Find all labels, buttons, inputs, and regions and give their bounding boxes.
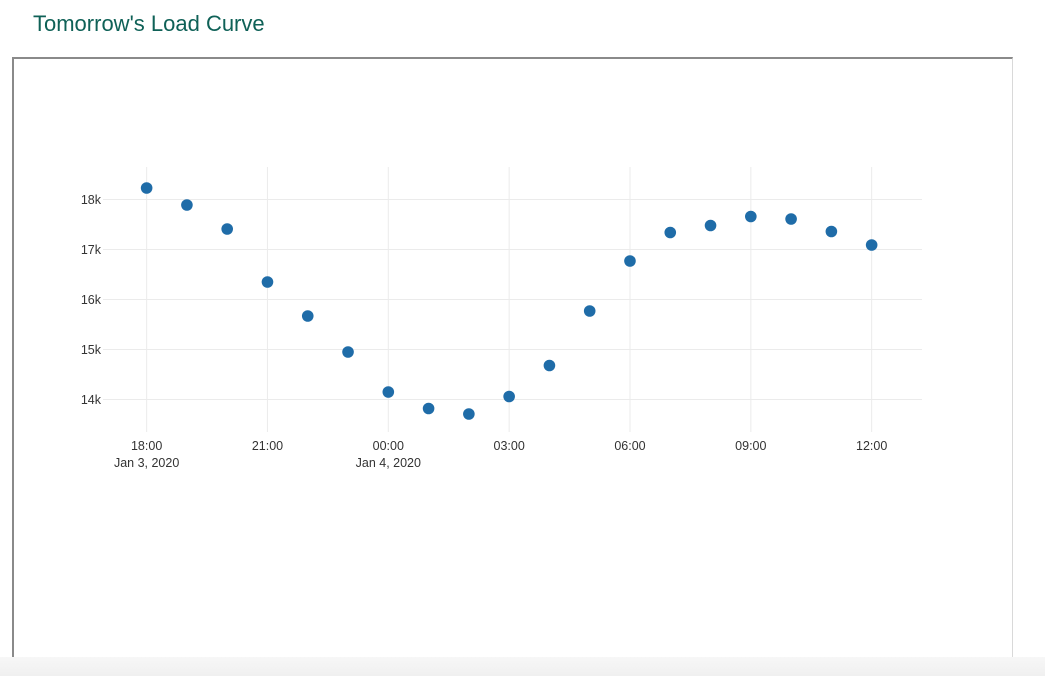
data-point bbox=[785, 213, 797, 225]
page-title: Tomorrow's Load Curve bbox=[33, 11, 265, 36]
y-tick-labels: 14k 15k 16k 17k 18k bbox=[81, 193, 102, 407]
x-tick-label: 21:00 bbox=[252, 439, 283, 453]
data-point bbox=[422, 402, 435, 415]
x-tick-date-label: Jan 4, 2020 bbox=[356, 456, 421, 470]
data-point bbox=[503, 390, 515, 403]
data-point bbox=[463, 408, 475, 420]
y-tick-label: 14k bbox=[81, 393, 102, 407]
y-tick-label: 17k bbox=[81, 243, 102, 257]
data-point bbox=[342, 346, 354, 358]
data-point bbox=[825, 225, 838, 238]
data-points bbox=[140, 182, 878, 420]
data-point bbox=[382, 386, 395, 398]
chart-frame bbox=[12, 57, 1013, 658]
x-tick-label: 09:00 bbox=[735, 439, 766, 453]
data-point bbox=[301, 310, 314, 322]
x-tick-labels: 18:00 Jan 3, 2020 21:00 00:00 Jan 4, 2020 03:… bbox=[114, 439, 887, 470]
data-point bbox=[221, 223, 233, 235]
x-tick-label: 03:00 bbox=[494, 439, 525, 453]
data-point bbox=[181, 199, 193, 211]
data-point bbox=[140, 182, 153, 194]
data-point bbox=[704, 219, 717, 232]
data-point bbox=[543, 359, 556, 372]
x-tick-date-label: Jan 3, 2020 bbox=[114, 456, 179, 470]
data-point bbox=[865, 239, 878, 251]
y-tick-label: 16k bbox=[81, 293, 102, 307]
data-point bbox=[745, 210, 757, 223]
data-point bbox=[261, 276, 274, 288]
data-point bbox=[664, 226, 677, 239]
bottom-strip bbox=[0, 657, 1045, 676]
x-tick-label: 12:00 bbox=[856, 439, 887, 453]
x-tick-label: 18:00 bbox=[131, 439, 162, 453]
y-tick-label: 18k bbox=[81, 193, 102, 207]
x-tick-label: 00:00 bbox=[373, 439, 404, 453]
data-point bbox=[583, 305, 596, 317]
data-point bbox=[624, 255, 636, 267]
x-tick-label: 06:00 bbox=[614, 439, 645, 453]
y-tick-label: 15k bbox=[81, 343, 102, 357]
